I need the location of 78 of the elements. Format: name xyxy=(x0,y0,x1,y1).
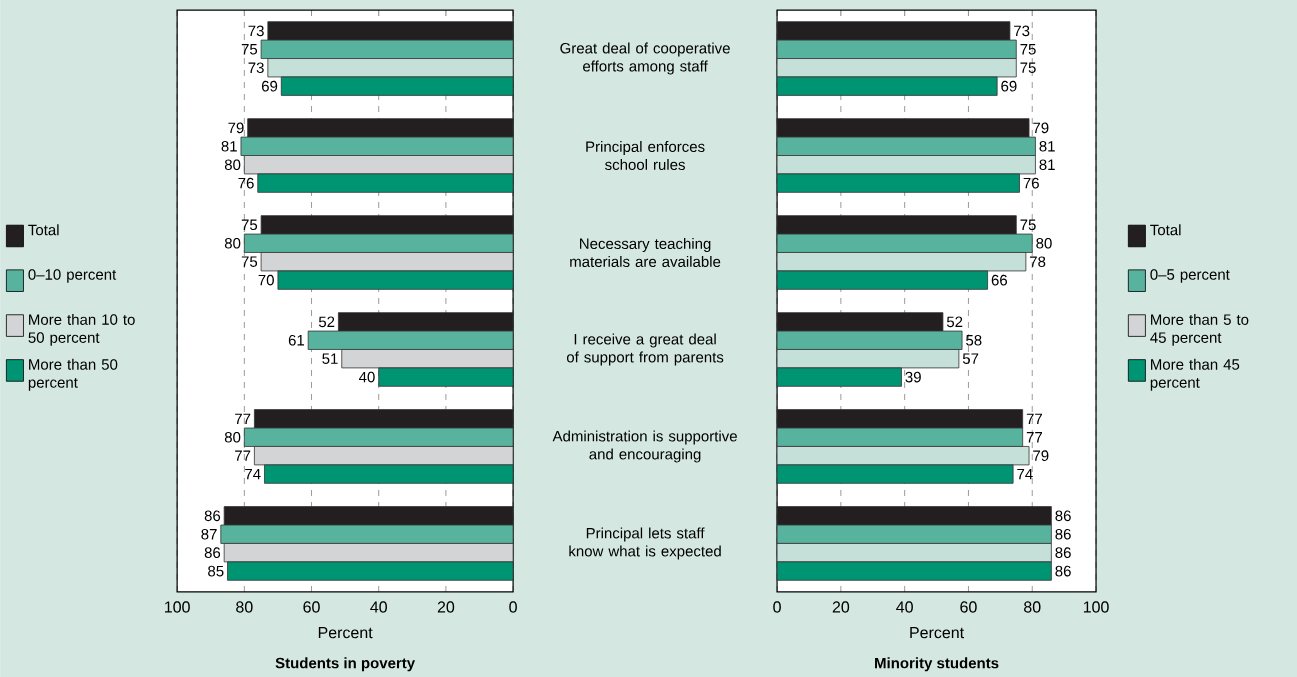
legend-label: More than 45 percent xyxy=(1150,358,1240,391)
data-label: 69 xyxy=(261,80,278,92)
data-label: 80 xyxy=(1036,238,1052,249)
x-tick-label: 100 xyxy=(165,601,190,613)
data-label: 77 xyxy=(235,413,251,425)
data-label: 86 xyxy=(1055,565,1071,577)
data-label: 86 xyxy=(1055,510,1071,522)
x-tick-label: 80 xyxy=(1024,601,1041,613)
data-label: 52 xyxy=(318,316,335,328)
data-label: 77 xyxy=(1026,413,1042,425)
data-label: 52 xyxy=(946,316,963,328)
data-label: 86 xyxy=(1055,528,1071,540)
x-tick-label: 20 xyxy=(832,601,850,613)
data-label: 75 xyxy=(241,256,258,267)
data-label: 86 xyxy=(1055,547,1071,559)
data-label: 87 xyxy=(201,528,217,540)
data-label: 51 xyxy=(322,353,338,364)
legend-label: More than 10 to 50 percent xyxy=(28,313,135,346)
data-label: 74 xyxy=(245,468,261,480)
data-label: 80 xyxy=(224,238,241,249)
x-tick-label: 100 xyxy=(1083,601,1109,613)
data-label: 73 xyxy=(248,25,264,37)
legend-label: More than 50 percent xyxy=(28,358,118,391)
data-label: 76 xyxy=(238,177,254,189)
data-label: 81 xyxy=(221,141,237,152)
text: Students in poverty xyxy=(275,657,416,672)
data-label: 75 xyxy=(1020,219,1036,231)
x-tick-label: 0 xyxy=(509,601,517,613)
x-axis-title: Percent xyxy=(910,627,964,639)
data-label: 57 xyxy=(962,353,979,364)
data-label: 79 xyxy=(1033,122,1049,134)
x-tick-label: 20 xyxy=(437,601,455,613)
data-label: 75 xyxy=(1020,44,1036,55)
data-label: 61 xyxy=(288,334,305,346)
data-label: 70 xyxy=(258,274,274,286)
legend-label: Total xyxy=(1150,224,1181,236)
x-tick-label: 40 xyxy=(896,601,913,613)
data-label: 75 xyxy=(1020,62,1036,74)
legend-label: Total xyxy=(28,224,59,236)
x-tick-label: 80 xyxy=(236,601,253,613)
data-label: 66 xyxy=(991,274,1008,286)
y-tick-label: Principal lets staff know what is expected xyxy=(569,527,721,560)
y-tick-label: I receive a great deal of support from parents xyxy=(566,333,724,366)
data-label: 80 xyxy=(224,431,241,443)
data-label: 78 xyxy=(1030,256,1046,268)
legend-label: 0–5 percent xyxy=(1150,269,1230,283)
data-label: 39 xyxy=(905,371,921,383)
data-label: 73 xyxy=(248,62,264,74)
data-label: 40 xyxy=(358,371,375,383)
x-tick-label: 40 xyxy=(370,601,387,613)
x-tick-label: 60 xyxy=(960,601,977,613)
legend-label: 0–10 percent xyxy=(28,269,117,283)
data-label: 85 xyxy=(208,565,224,577)
data-label: 86 xyxy=(204,547,221,559)
data-label: 77 xyxy=(235,450,251,461)
x-tick-label: 0 xyxy=(773,601,781,613)
y-tick-label: Necessary teaching materials are available xyxy=(570,238,721,268)
data-label: 80 xyxy=(224,159,241,171)
text: Minority students xyxy=(875,657,999,672)
y-tick-label: Great deal of cooperative efforts among staff xyxy=(560,42,730,75)
y-tick-label: Administration is supportive and encouraging xyxy=(552,430,737,463)
x-axis-title: Percent xyxy=(318,627,373,639)
data-label: 76 xyxy=(1023,177,1039,189)
y-tick-label: Principal enforces school rules xyxy=(586,141,705,171)
data-label: 79 xyxy=(1033,450,1049,462)
data-label: 58 xyxy=(966,334,982,346)
data-label: 73 xyxy=(1014,25,1030,37)
data-label: 77 xyxy=(1026,432,1042,443)
data-label: 81 xyxy=(1039,159,1055,171)
data-label: 75 xyxy=(241,219,258,231)
x-tick-label: 60 xyxy=(303,601,320,613)
data-label: 75 xyxy=(241,44,258,55)
data-label: 79 xyxy=(228,122,244,134)
data-label: 74 xyxy=(1017,468,1033,480)
data-label: 81 xyxy=(1039,141,1055,152)
data-label: 69 xyxy=(1001,80,1017,92)
legend-label: More than 5 to 45 percent xyxy=(1150,313,1249,346)
data-label: 86 xyxy=(204,510,221,522)
